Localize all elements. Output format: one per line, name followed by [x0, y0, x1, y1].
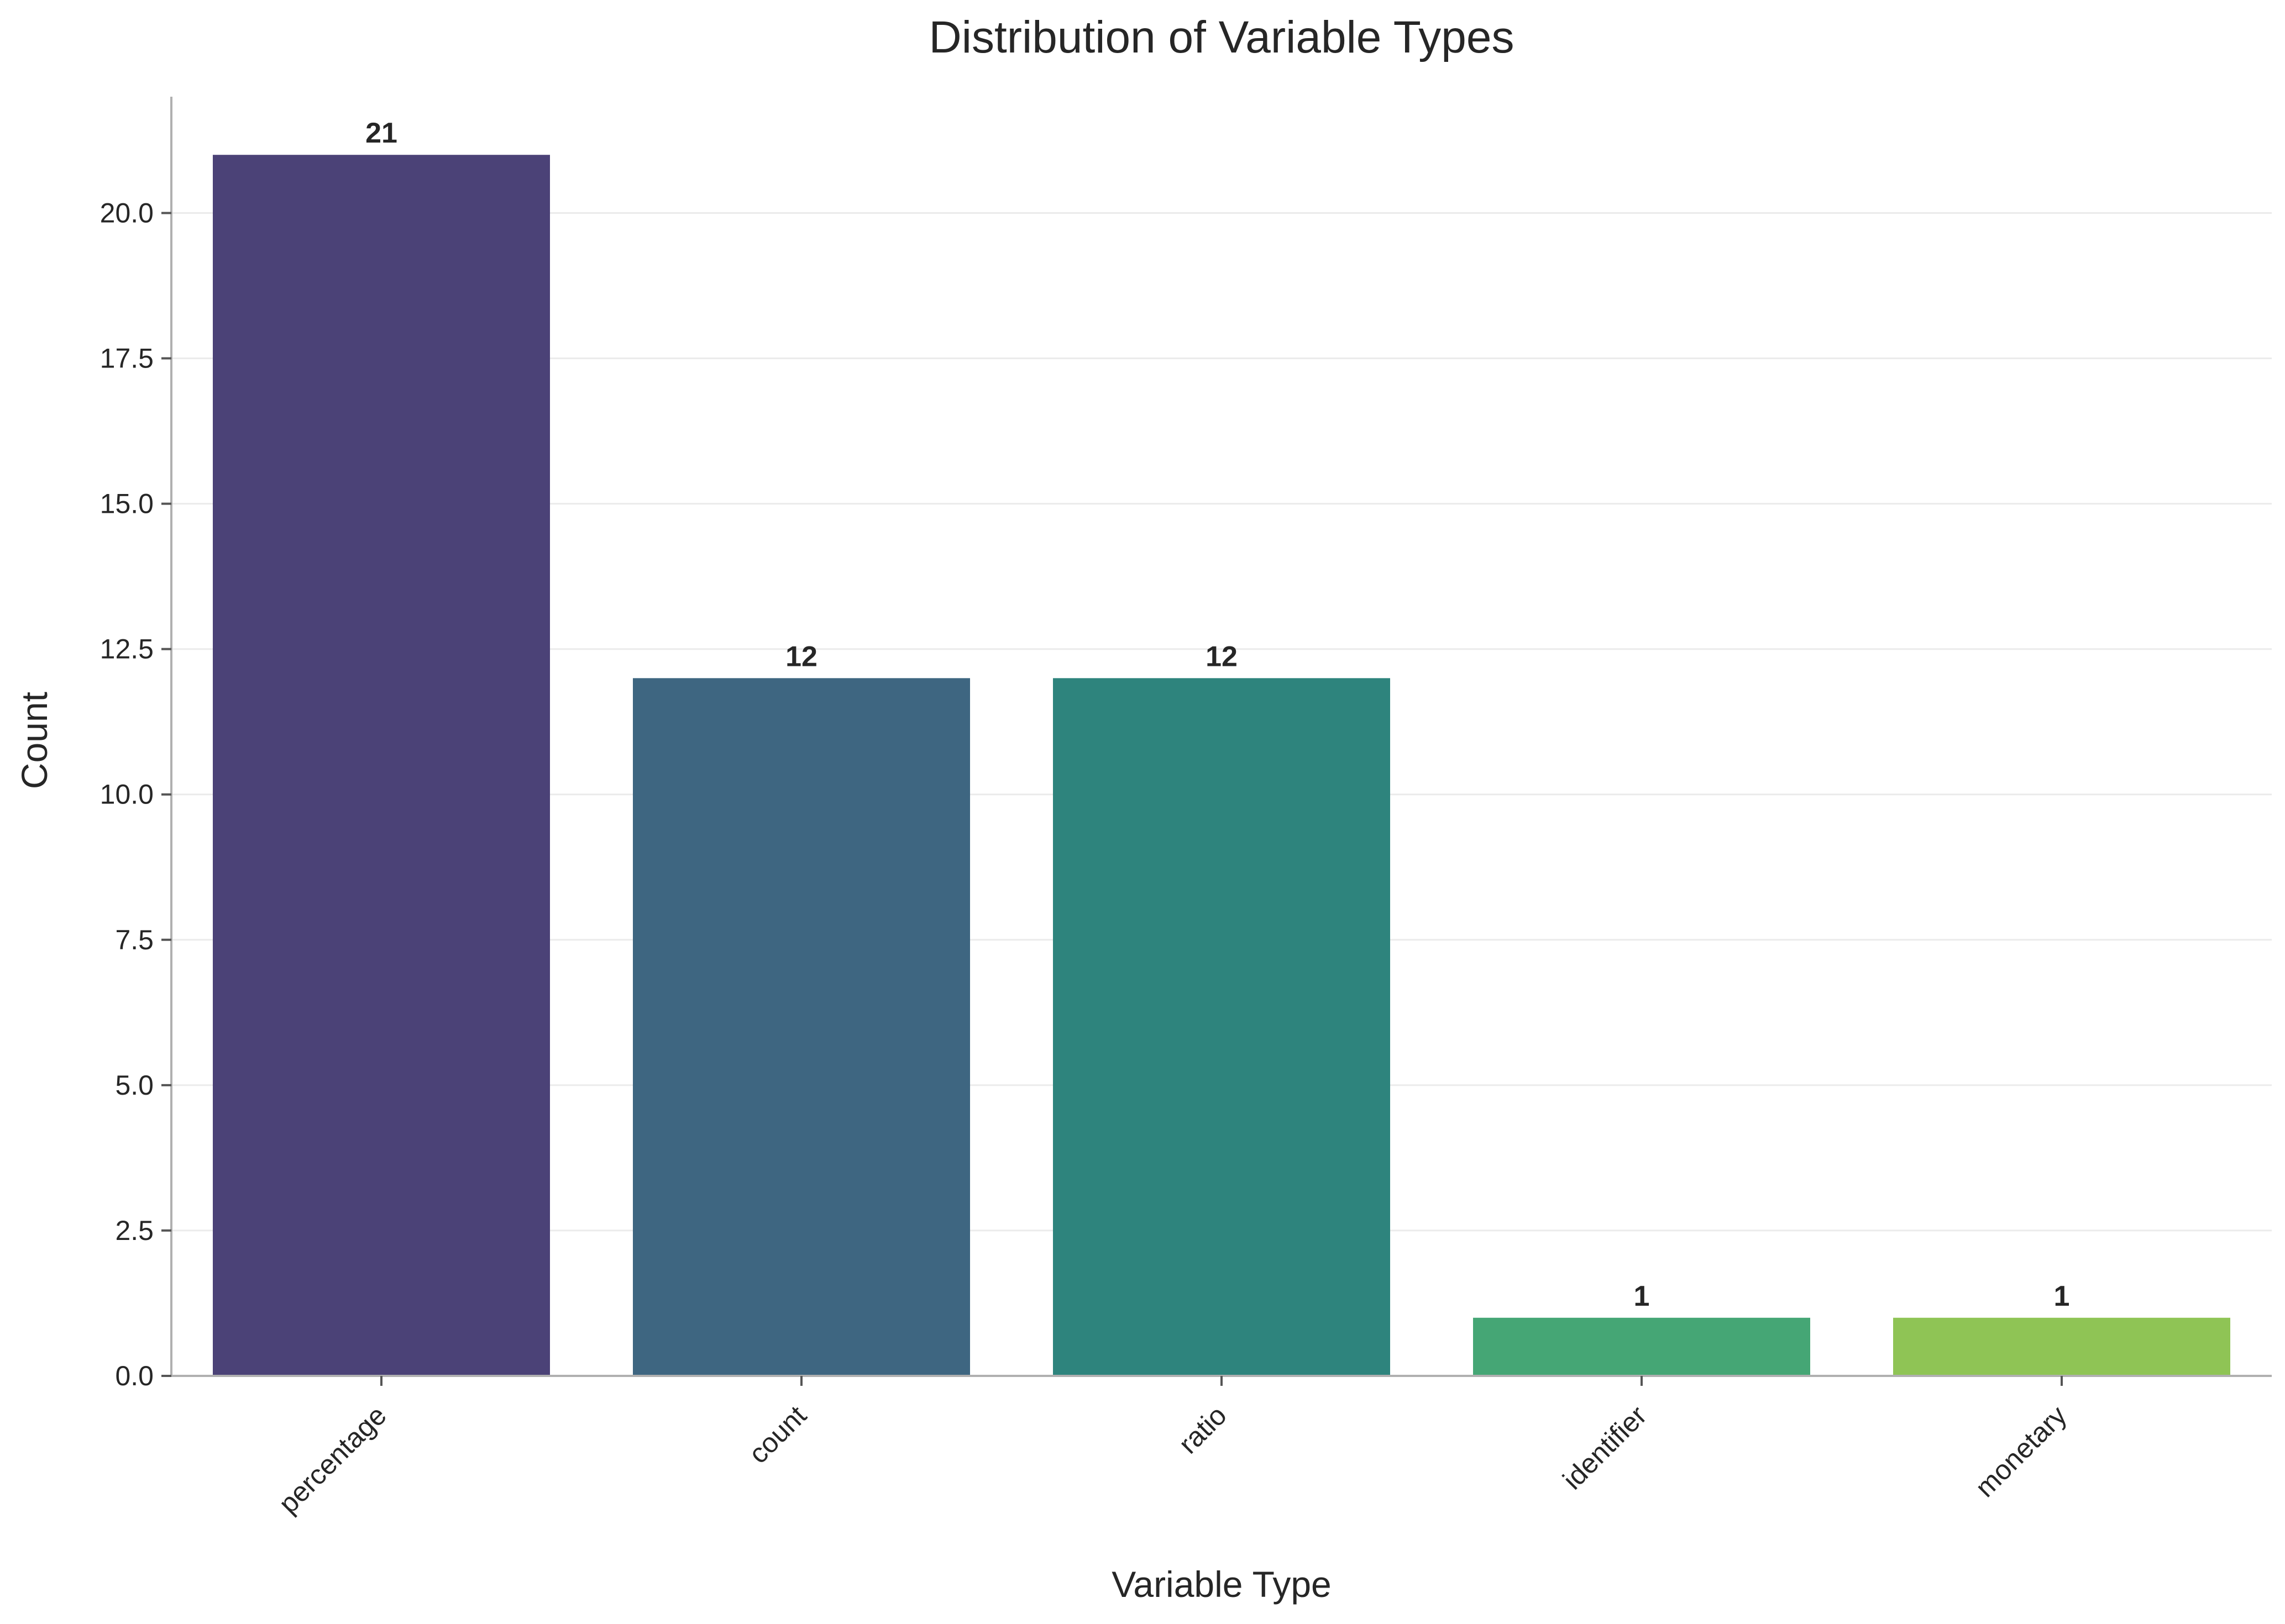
data-label-ratio: 12: [1206, 640, 1238, 672]
x-tick-label-monetary: monetary: [1969, 1400, 2073, 1503]
y-tick-label: 10.0: [100, 779, 154, 810]
y-tick-label: 7.5: [115, 924, 154, 955]
bar-percentage: [213, 155, 550, 1376]
x-axis-ticks: percentage count ratio identifier monetary: [272, 1376, 2073, 1520]
bar-count: [633, 678, 970, 1376]
y-tick-label: 5.0: [115, 1070, 154, 1101]
chart-title: Distribution of Variable Types: [929, 12, 1514, 62]
y-tick-label: 20.0: [100, 197, 154, 228]
data-label-monetary: 1: [2054, 1280, 2070, 1312]
data-labels: 21 12 12 1 1: [365, 117, 2069, 1312]
bars: [213, 155, 2230, 1376]
x-tick-label-percentage: percentage: [272, 1400, 392, 1520]
y-axis-label: Count: [14, 692, 55, 789]
bar-identifier: [1473, 1317, 1810, 1376]
bar-ratio: [1053, 678, 1390, 1376]
data-label-identifier: 1: [1634, 1280, 1650, 1312]
x-axis-label: Variable Type: [1112, 1564, 1331, 1605]
y-tick-label: 17.5: [100, 343, 154, 374]
y-axis-ticks: 0.0 2.5 5.0 7.5 10.0 12.5 15.0 17.5 20.0: [100, 197, 171, 1391]
x-tick-label-count: count: [743, 1400, 813, 1469]
data-label-percentage: 21: [365, 117, 397, 149]
y-tick-label: 12.5: [100, 634, 154, 665]
data-label-count: 12: [785, 640, 817, 672]
y-tick-label: 15.0: [100, 488, 154, 519]
y-tick-label: 2.5: [115, 1215, 154, 1246]
x-tick-label-identifier: identifier: [1557, 1400, 1653, 1495]
y-tick-label: 0.0: [115, 1360, 154, 1391]
x-tick-label-ratio: ratio: [1172, 1400, 1232, 1459]
bar-monetary: [1893, 1317, 2230, 1376]
